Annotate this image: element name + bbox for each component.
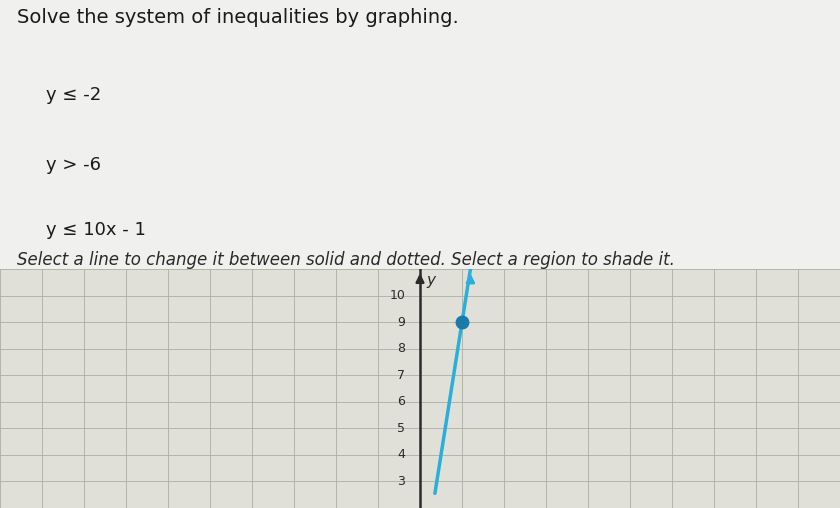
Text: 4: 4: [397, 449, 406, 461]
Text: 8: 8: [397, 342, 406, 355]
Text: 7: 7: [397, 369, 406, 382]
Text: 10: 10: [390, 289, 406, 302]
Text: y > -6: y > -6: [46, 156, 101, 174]
Text: 6: 6: [397, 395, 406, 408]
Text: y ≤ -2: y ≤ -2: [46, 86, 102, 104]
Text: 9: 9: [397, 316, 406, 329]
Text: Solve the system of inequalities by graphing.: Solve the system of inequalities by grap…: [17, 8, 459, 27]
Text: 3: 3: [397, 475, 406, 488]
Text: Select a line to change it between solid and dotted. Select a region to shade it: Select a line to change it between solid…: [17, 251, 675, 269]
Text: y: y: [427, 273, 435, 288]
Text: y ≤ 10x - 1: y ≤ 10x - 1: [46, 221, 146, 239]
Text: 5: 5: [397, 422, 406, 435]
